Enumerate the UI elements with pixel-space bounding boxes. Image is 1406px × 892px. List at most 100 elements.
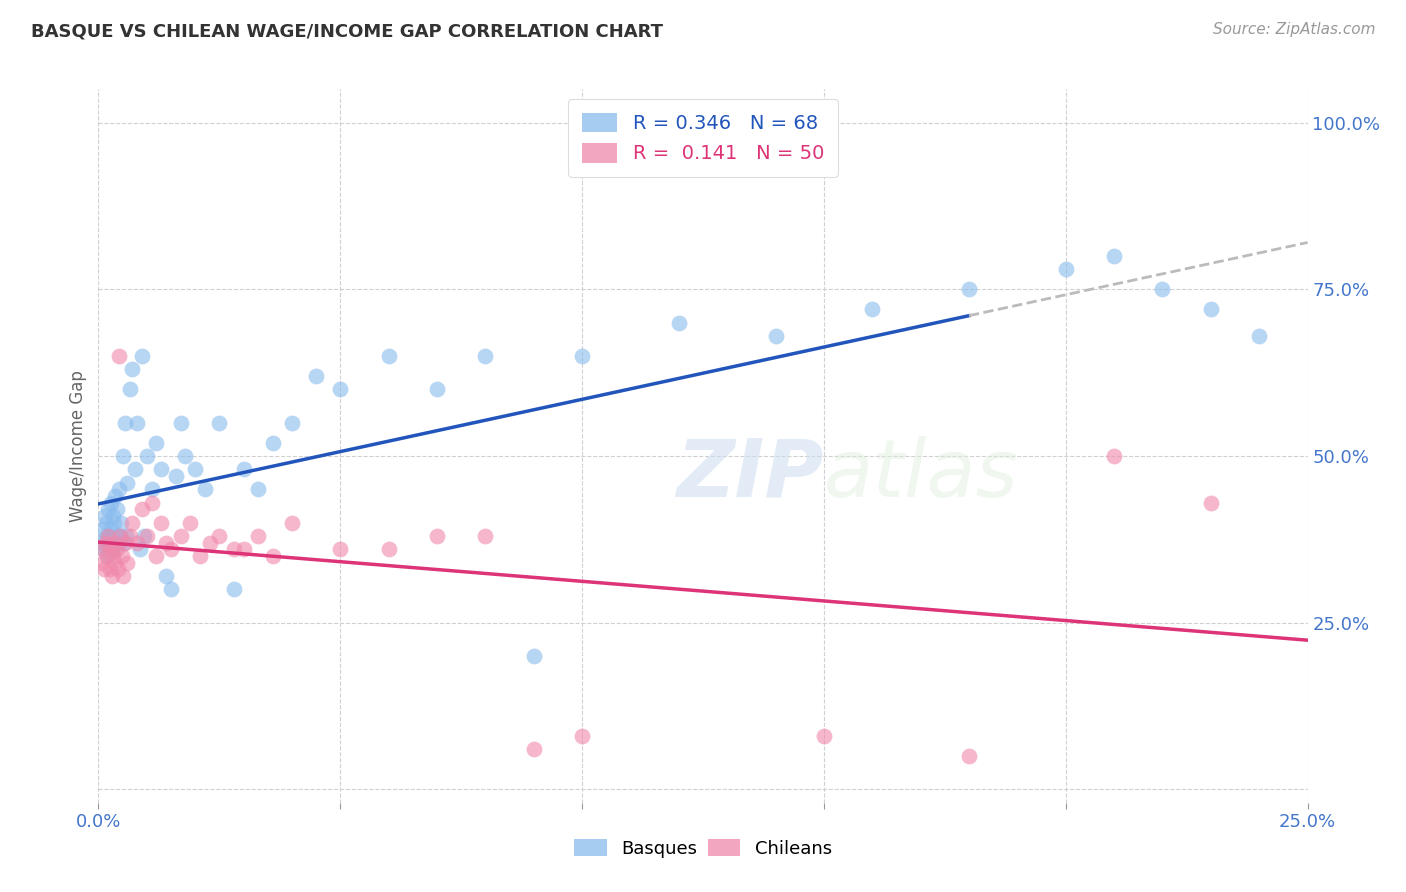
- Point: [111, 449, 134, 463]
- Point: [150, 516, 173, 530]
- Point: [141, 496, 163, 510]
- Point: [247, 529, 270, 543]
- Point: [247, 483, 270, 497]
- Point: [1102, 249, 1125, 263]
- Point: [1102, 449, 1125, 463]
- Point: [131, 349, 153, 363]
- Point: [117, 556, 139, 570]
- Point: [103, 516, 125, 530]
- Point: [198, 535, 221, 549]
- Point: [523, 742, 546, 756]
- Point: [115, 529, 138, 543]
- Point: [957, 282, 980, 296]
- Point: [160, 542, 183, 557]
- Point: [100, 542, 122, 557]
- Point: [150, 462, 173, 476]
- Point: [208, 529, 231, 543]
- Point: [94, 535, 117, 549]
- Point: [131, 502, 153, 516]
- Point: [104, 556, 127, 570]
- Point: [160, 582, 183, 597]
- Point: [108, 349, 131, 363]
- Point: [121, 516, 143, 530]
- Point: [474, 529, 496, 543]
- Text: Source: ZipAtlas.com: Source: ZipAtlas.com: [1212, 22, 1375, 37]
- Point: [93, 509, 115, 524]
- Point: [222, 582, 245, 597]
- Point: [1199, 302, 1222, 317]
- Point: [426, 382, 449, 396]
- Point: [165, 469, 187, 483]
- Point: [232, 462, 254, 476]
- Point: [104, 489, 127, 503]
- Point: [135, 529, 157, 543]
- Point: [117, 475, 139, 490]
- Point: [127, 416, 149, 430]
- Point: [474, 349, 496, 363]
- Point: [135, 449, 157, 463]
- Point: [1054, 262, 1077, 277]
- Point: [96, 516, 118, 530]
- Point: [426, 529, 449, 543]
- Point: [571, 729, 593, 743]
- Point: [97, 529, 120, 543]
- Point: [281, 416, 304, 430]
- Point: [91, 542, 114, 557]
- Point: [107, 562, 129, 576]
- Point: [174, 449, 197, 463]
- Point: [101, 509, 124, 524]
- Point: [127, 535, 149, 549]
- Point: [232, 542, 254, 557]
- Point: [668, 316, 690, 330]
- Point: [1249, 329, 1271, 343]
- Point: [105, 529, 128, 543]
- Point: [97, 529, 120, 543]
- Point: [114, 416, 136, 430]
- Point: [118, 382, 141, 396]
- Point: [110, 516, 132, 530]
- Point: [169, 529, 191, 543]
- Point: [262, 435, 284, 450]
- Y-axis label: Wage/Income Gap: Wage/Income Gap: [69, 370, 87, 522]
- Point: [107, 483, 129, 497]
- Point: [124, 462, 146, 476]
- Point: [101, 535, 124, 549]
- Point: [141, 483, 163, 497]
- Point: [97, 502, 120, 516]
- Point: [262, 549, 284, 563]
- Point: [100, 496, 122, 510]
- Point: [813, 729, 835, 743]
- Point: [145, 549, 167, 563]
- Point: [108, 529, 131, 543]
- Point: [222, 542, 245, 557]
- Point: [860, 302, 883, 317]
- Point: [377, 349, 399, 363]
- Point: [98, 562, 121, 576]
- Point: [93, 542, 115, 557]
- Legend: R = 0.346   N = 68, R =  0.141   N = 50: R = 0.346 N = 68, R = 0.141 N = 50: [568, 99, 838, 177]
- Point: [100, 522, 122, 536]
- Point: [105, 502, 128, 516]
- Point: [329, 382, 352, 396]
- Point: [134, 529, 156, 543]
- Point: [184, 462, 207, 476]
- Point: [101, 549, 124, 563]
- Point: [1199, 496, 1222, 510]
- Point: [105, 542, 128, 557]
- Point: [957, 749, 980, 764]
- Point: [377, 542, 399, 557]
- Point: [91, 535, 114, 549]
- Point: [98, 542, 121, 557]
- Point: [101, 569, 124, 583]
- Point: [765, 329, 787, 343]
- Point: [1152, 282, 1174, 296]
- Point: [91, 522, 114, 536]
- Point: [108, 529, 131, 543]
- Point: [128, 542, 150, 557]
- Point: [281, 516, 304, 530]
- Point: [208, 416, 231, 430]
- Legend: Basques, Chileans: Basques, Chileans: [565, 830, 841, 867]
- Point: [93, 562, 115, 576]
- Point: [103, 542, 125, 557]
- Point: [155, 535, 177, 549]
